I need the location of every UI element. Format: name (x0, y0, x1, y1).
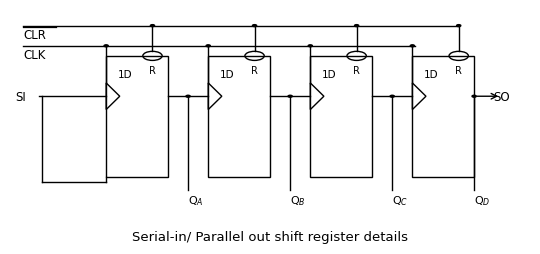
Text: SO: SO (493, 90, 510, 103)
Text: CLR: CLR (23, 29, 46, 42)
Circle shape (253, 26, 256, 27)
Text: R: R (455, 66, 462, 76)
Bar (208, 57, 270, 177)
Text: Q$_C$: Q$_C$ (392, 194, 408, 207)
Text: CLK: CLK (23, 49, 45, 62)
Circle shape (410, 46, 415, 47)
Text: R: R (353, 66, 360, 76)
Bar (310, 57, 372, 177)
Bar (413, 57, 474, 177)
Text: R: R (251, 66, 258, 76)
Circle shape (186, 96, 190, 98)
Text: Q$_B$: Q$_B$ (290, 194, 306, 207)
Text: Serial-in/ Parallel out shift register details: Serial-in/ Parallel out shift register d… (132, 230, 408, 243)
Text: 1D: 1D (117, 70, 132, 80)
Circle shape (472, 96, 476, 98)
Text: Q$_D$: Q$_D$ (474, 194, 491, 207)
Text: 1D: 1D (321, 70, 336, 80)
Text: 1D: 1D (423, 70, 438, 80)
Circle shape (288, 96, 292, 98)
Text: Q$_A$: Q$_A$ (188, 194, 204, 207)
Circle shape (457, 26, 461, 27)
Circle shape (308, 46, 312, 47)
Circle shape (206, 46, 210, 47)
Circle shape (151, 26, 154, 27)
Circle shape (355, 26, 359, 27)
Circle shape (104, 46, 108, 47)
Text: 1D: 1D (219, 70, 234, 80)
Text: SI: SI (15, 90, 25, 103)
Text: R: R (149, 66, 156, 76)
Circle shape (390, 96, 394, 98)
Bar (106, 57, 168, 177)
